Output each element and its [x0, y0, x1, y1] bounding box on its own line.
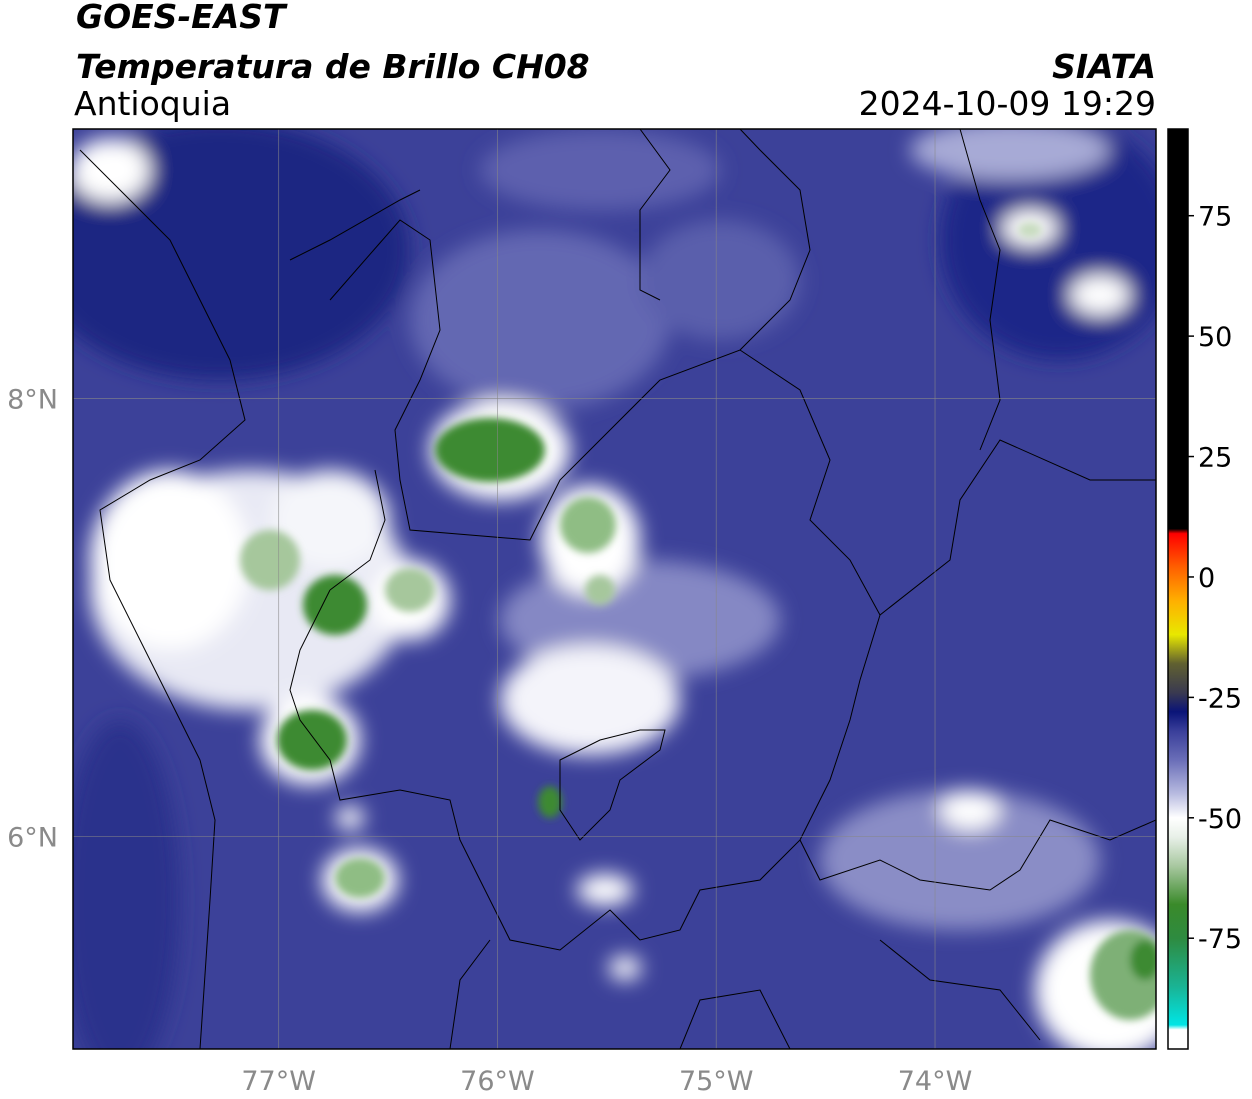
colorbar	[1167, 128, 1189, 1050]
map-field	[73, 129, 1156, 1049]
colorbar-tick-label: 75	[1198, 202, 1232, 233]
y-tick-label: 6°N	[7, 823, 58, 854]
x-tick-label: 76°W	[460, 1066, 535, 1097]
colorbar-tick-label: -25	[1198, 683, 1242, 714]
x-tick-label: 75°W	[679, 1066, 754, 1097]
product-title: Temperatura de Brillo CH08	[76, 47, 590, 86]
region-label: Antioquia	[74, 84, 231, 123]
datetime-label: 2024-10-09 19:29	[859, 84, 1156, 123]
satellite-title: GOES-EAST	[76, 0, 288, 36]
graticule	[73, 129, 1156, 1049]
colorbar-tick-label: 0	[1198, 563, 1215, 594]
cloud-field	[73, 129, 1156, 1049]
source-label: SIATA	[1052, 47, 1156, 86]
colorbar-tick-label: 25	[1198, 443, 1232, 474]
colorbar-tick-label: -75	[1198, 924, 1242, 955]
colorbar-tick-label: -50	[1198, 804, 1242, 835]
x-tick-label: 77°W	[241, 1066, 316, 1097]
map-frame	[72, 128, 1157, 1050]
y-tick-label: 8°N	[7, 384, 58, 415]
borders	[79, 129, 1156, 1049]
cold-cloud-tops	[240, 222, 1156, 1020]
colorbar-tick-label: 50	[1198, 322, 1232, 353]
x-tick-label: 74°W	[898, 1066, 973, 1097]
